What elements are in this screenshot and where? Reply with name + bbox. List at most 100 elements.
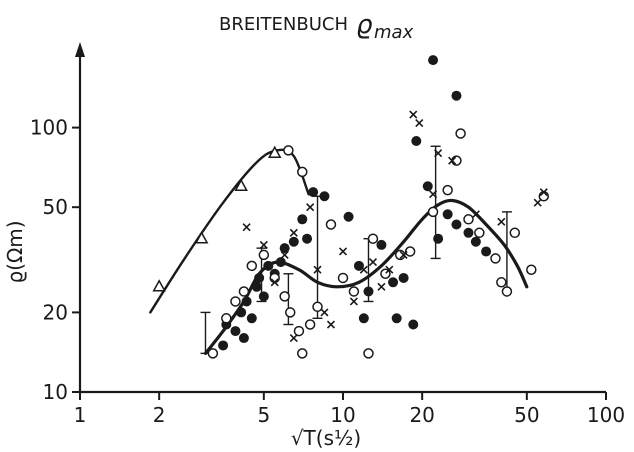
open-circle-point <box>279 291 290 302</box>
open-circle-point <box>293 325 305 337</box>
open-circle-point <box>427 206 439 218</box>
open-triangle-point <box>234 178 248 192</box>
filled-circle-point <box>236 307 247 318</box>
open-circle-point <box>238 286 250 297</box>
filled-circle-point <box>288 236 299 247</box>
open-triangle-point <box>152 279 166 292</box>
x-axis-label: √T(s½) <box>291 426 361 450</box>
error-bar <box>312 195 323 319</box>
cross-point <box>409 110 418 119</box>
open-triangle-point <box>267 145 282 158</box>
open-circle-point <box>207 348 219 359</box>
cross-point <box>434 149 443 158</box>
fit-curve <box>149 148 310 314</box>
cross-point <box>471 210 480 219</box>
open-circle-point <box>337 272 349 284</box>
filled-circle-point <box>363 286 374 297</box>
filled-circle-point <box>358 313 369 324</box>
open-circle-point <box>442 184 453 196</box>
cross-point <box>349 297 358 306</box>
open-circle-point <box>363 348 374 359</box>
filled-circle-point <box>308 187 319 198</box>
y-tick-label: 20 <box>43 300 68 324</box>
filled-circle-point <box>463 227 474 238</box>
cross-point <box>259 240 268 249</box>
open-circle-point <box>325 219 337 230</box>
chart-title-subscript: max <box>374 22 414 43</box>
open-circle-point <box>246 260 258 272</box>
filled-circle-point <box>376 239 387 250</box>
open-circle-point <box>230 296 241 307</box>
open-circle-point <box>463 214 474 225</box>
cross-point <box>242 223 251 232</box>
filled-circle-point <box>442 209 453 220</box>
filled-circle-point <box>411 135 422 146</box>
filled-circle-point <box>388 277 399 288</box>
data-points <box>152 55 550 359</box>
cross-point <box>280 250 289 259</box>
filled-circle-point <box>275 257 286 268</box>
chart-title-symbol: ϱ <box>356 10 373 40</box>
chart-title-text: BREITENBUCH <box>219 14 348 35</box>
x-tick-label: 50 <box>514 403 539 427</box>
cross-point <box>497 217 506 226</box>
open-triangle-point <box>194 231 209 244</box>
filled-circle-point <box>343 211 354 222</box>
filled-circle-point <box>246 313 257 324</box>
cross-point <box>415 119 424 128</box>
y-axis-arrow <box>75 42 85 57</box>
x-axis: 1 2 5 10 20 50 100 √T(s½) <box>74 390 625 450</box>
x-tick-label: 20 <box>409 403 434 427</box>
x-tick-label: 100 <box>587 403 625 427</box>
open-circle-point <box>284 307 296 318</box>
open-circle-point <box>221 313 232 324</box>
open-circle-point <box>304 319 316 330</box>
y-axis-label: ϱ(Ωm) <box>3 220 27 283</box>
fit-curves <box>149 148 529 355</box>
open-circle-point <box>451 155 462 166</box>
cross-point <box>338 247 348 256</box>
open-circle-point <box>297 166 308 178</box>
cross-point <box>270 278 279 287</box>
filled-circle-point <box>451 219 462 230</box>
filled-circle-point <box>302 233 313 244</box>
cross-point <box>533 198 542 207</box>
cross-point <box>306 203 315 212</box>
cross-point <box>448 156 457 165</box>
cross-point <box>313 265 322 274</box>
open-circle-point <box>509 227 521 239</box>
x-tick-label: 10 <box>330 403 355 427</box>
fit-curve <box>203 198 529 355</box>
filled-circle-point <box>238 333 249 344</box>
x-tick-label: 1 <box>74 403 87 427</box>
cross-point <box>298 215 307 224</box>
filled-circle-point <box>279 243 290 254</box>
cross-point <box>326 320 336 329</box>
open-circle-point <box>269 272 280 284</box>
cross-point <box>399 250 408 259</box>
cross-point <box>428 190 438 199</box>
filled-circle-point <box>422 181 433 192</box>
filled-circle-point <box>391 313 402 324</box>
open-circle-point <box>526 264 537 275</box>
open-circle-point <box>455 128 466 139</box>
open-circle-point <box>367 233 379 244</box>
cross-point <box>377 282 386 291</box>
filled-circle-point <box>433 233 444 244</box>
cross-point <box>359 265 368 274</box>
filled-circle-point <box>428 55 439 66</box>
open-circle-point <box>297 348 308 359</box>
cross-point <box>482 247 491 256</box>
filled-circle-point <box>319 191 330 202</box>
filled-circle-point <box>263 260 274 271</box>
y-axis: 10 20 50 100 ϱ(Ωm) <box>3 42 85 404</box>
open-circle-point <box>258 249 270 261</box>
x-tick-label: 5 <box>257 403 270 427</box>
filled-circle-point <box>218 340 229 351</box>
filled-circle-point <box>408 319 419 330</box>
open-circle-point <box>348 286 360 297</box>
open-circle-point <box>474 227 485 239</box>
cross-point <box>289 333 298 343</box>
y-ticks: 10 20 50 100 <box>30 116 80 404</box>
